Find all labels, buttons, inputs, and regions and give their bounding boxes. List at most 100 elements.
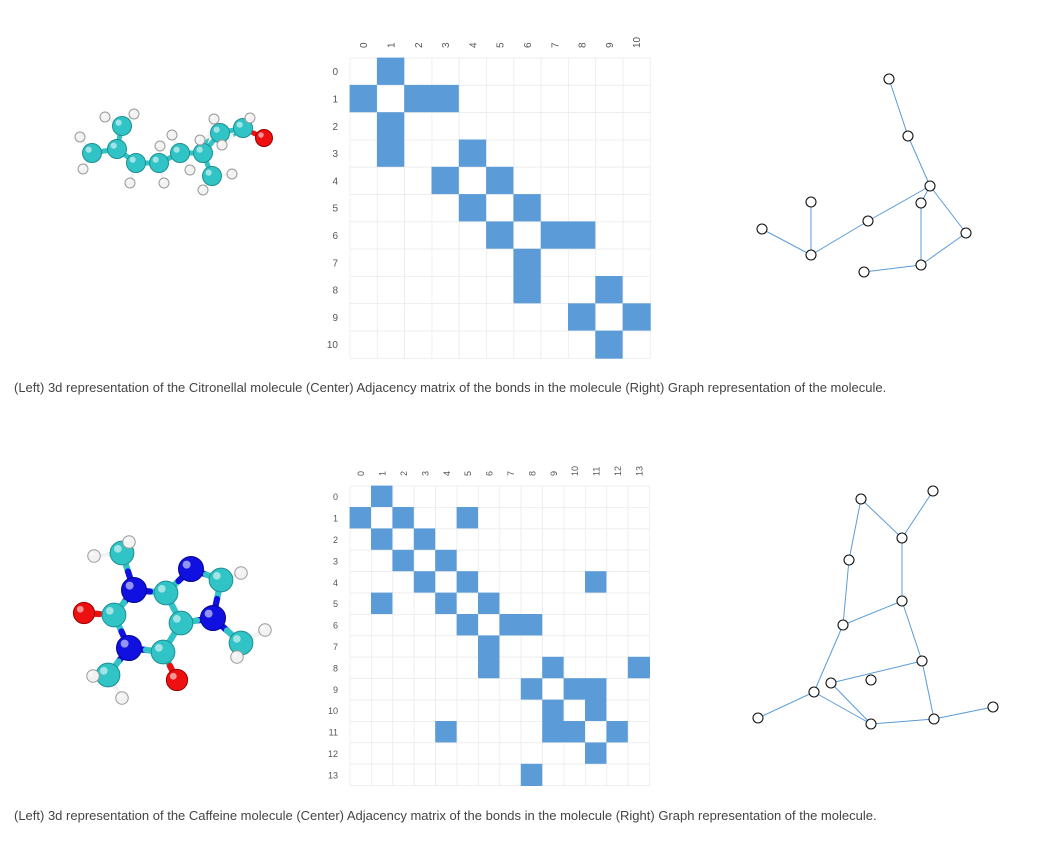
matrix-cell-empty	[622, 248, 651, 277]
atom-highlight	[155, 644, 163, 652]
matrix-cell-empty	[376, 248, 405, 277]
atom-highlight	[182, 560, 191, 569]
col-label: 4	[442, 471, 452, 476]
graph-edge	[933, 706, 994, 720]
graph-node	[808, 686, 820, 698]
matrix-cell-bond	[595, 275, 624, 305]
matrix-cell-empty	[513, 330, 542, 359]
caption-citronellal: (Left) 3d representation of the Citronel…	[14, 380, 887, 395]
row-label: 6	[333, 621, 338, 631]
matrix-cell-empty	[376, 303, 405, 332]
molecule-3d-citronellal	[74, 108, 273, 196]
atom-highlight	[232, 652, 237, 657]
atom-highlight	[246, 114, 250, 118]
matrix-cell-empty	[595, 221, 624, 250]
matrix-cell-empty	[376, 166, 405, 195]
row-label: 0	[333, 492, 338, 502]
atom-highlight	[124, 537, 129, 542]
atom-highlight	[100, 667, 108, 675]
atom-highlight	[126, 179, 130, 183]
atom-highlight	[173, 615, 181, 623]
graph-node	[752, 712, 764, 724]
matrix-cell-bond	[431, 84, 460, 114]
matrix-cell-empty	[486, 330, 515, 359]
graph-edge	[813, 691, 872, 725]
matrix-cell-empty	[627, 763, 651, 787]
matrix-cell-empty	[486, 112, 515, 141]
graph-edge	[901, 600, 923, 662]
col-label: 1	[386, 42, 397, 48]
matrix-cell-bond	[458, 139, 487, 168]
atom-highlight	[213, 126, 220, 133]
atom-highlight	[213, 572, 221, 580]
graph-edge	[929, 185, 967, 234]
graph-edge	[870, 718, 935, 725]
graph-node	[896, 532, 908, 544]
col-label: 9	[605, 42, 616, 48]
col-label: 8	[578, 42, 589, 48]
matrix-cell-bond	[513, 248, 542, 277]
matrix-cell-empty	[376, 330, 405, 359]
row-label: 6	[332, 231, 338, 242]
col-label: 10	[570, 466, 580, 476]
matrix-cell-empty	[540, 139, 569, 168]
atom-highlight	[89, 551, 94, 556]
graph-edge	[848, 498, 862, 561]
matrix-cell-empty	[458, 303, 487, 332]
matrix-cell-empty	[404, 248, 433, 277]
atom-highlight	[236, 568, 241, 573]
atom-highlight	[160, 179, 164, 183]
col-label: 3	[441, 42, 452, 48]
atom-highlight	[129, 156, 136, 163]
matrix-cell-empty	[486, 57, 515, 86]
graph-edge	[860, 498, 903, 539]
graph-node	[960, 227, 972, 239]
col-label: 4	[468, 42, 479, 48]
matrix-cell-empty	[622, 330, 651, 359]
matrix-cell-empty	[404, 166, 433, 195]
atom-highlight	[76, 133, 80, 137]
matrix-cell-empty	[622, 84, 651, 114]
atom-highlight	[196, 146, 203, 153]
col-label: 2	[414, 42, 425, 48]
graph-edge	[863, 264, 922, 273]
atom-highlight	[106, 607, 114, 615]
col-label: 9	[549, 471, 559, 476]
atom-highlight	[173, 146, 180, 153]
row-label: 3	[333, 556, 338, 566]
col-label: 5	[496, 42, 507, 48]
graph-edge	[921, 660, 935, 720]
row-label: 7	[332, 258, 338, 269]
row-label: 1	[332, 94, 338, 105]
atom-highlight	[79, 165, 83, 169]
col-label: 7	[550, 42, 561, 48]
col-label: 12	[613, 466, 623, 476]
row-label: 4	[332, 176, 338, 187]
matrix-cell-empty	[431, 330, 460, 359]
row-label: 13	[328, 770, 338, 780]
atom-highlight	[76, 605, 84, 613]
matrix-cell-empty	[404, 275, 433, 305]
graph-edge	[867, 185, 931, 222]
col-label: 11	[592, 467, 602, 476]
graph-node	[927, 485, 939, 497]
col-label: 6	[485, 471, 495, 476]
atom-highlight	[168, 131, 172, 135]
matrix-cell-empty	[431, 139, 460, 168]
matrix-cell-empty	[458, 112, 487, 141]
graph-node	[843, 554, 855, 566]
matrix-cell-empty	[431, 57, 460, 86]
graph-citronellal	[756, 73, 972, 278]
col-label: 0	[356, 471, 366, 476]
matrix-cell-bond	[595, 330, 624, 359]
matrix-cell-empty	[595, 112, 624, 141]
graph-node	[915, 197, 927, 209]
graph-edge	[761, 228, 812, 256]
atom-highlight	[196, 136, 200, 140]
matrix-cell-empty	[595, 139, 624, 168]
atom-highlight	[125, 581, 134, 590]
col-label: 10	[632, 36, 643, 48]
